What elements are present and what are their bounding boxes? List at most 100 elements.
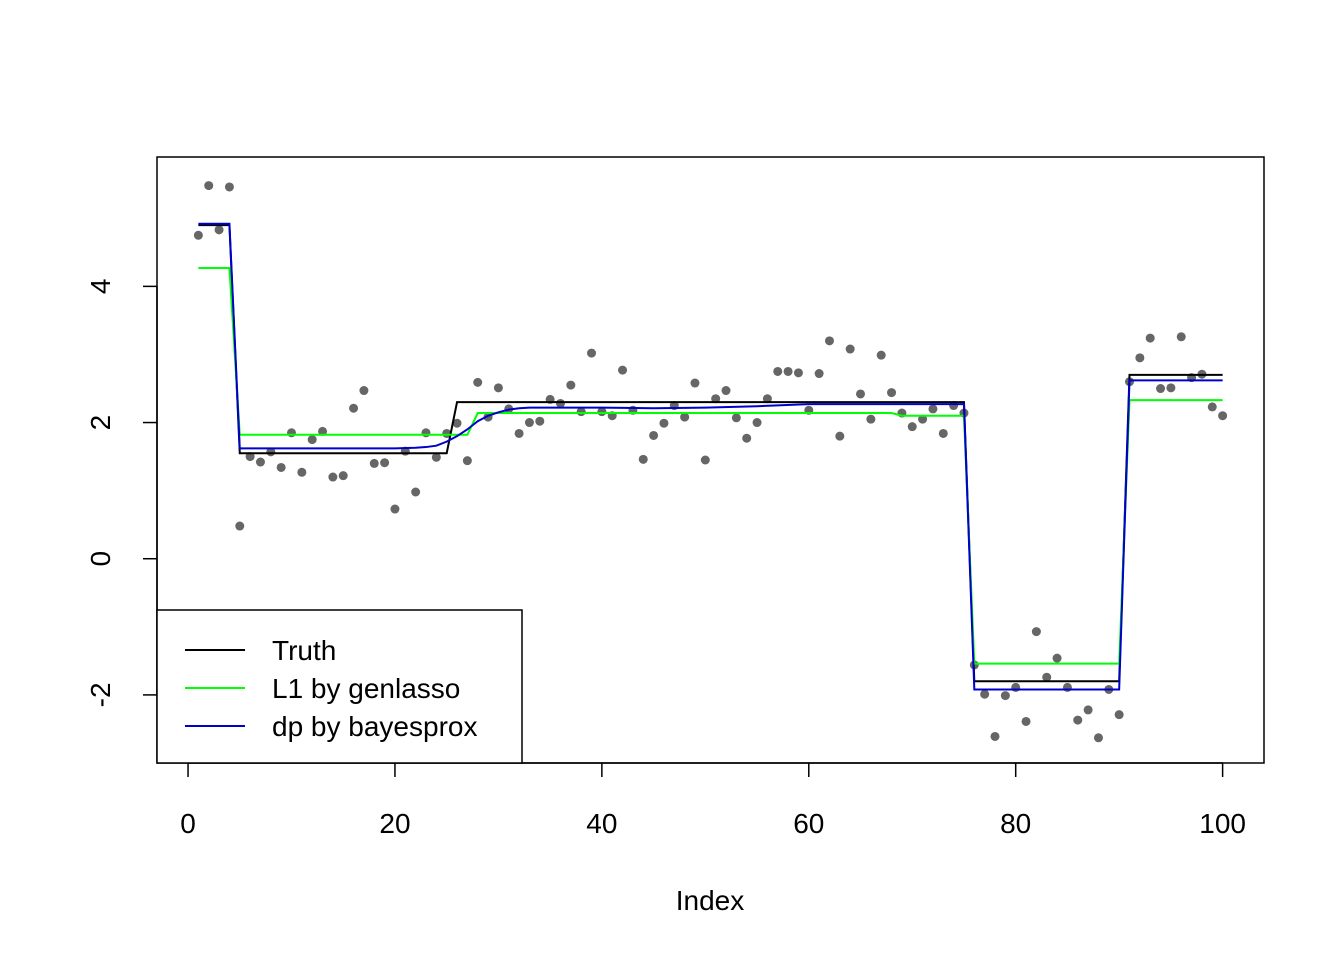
data-point: [773, 366, 783, 376]
data-point: [524, 418, 534, 428]
legend-box: [156, 609, 523, 764]
x-tick-label: 40: [586, 808, 617, 839]
data-point: [1042, 672, 1052, 682]
data-point: [856, 389, 866, 399]
data-point: [235, 521, 245, 531]
y-tick-label: -2: [85, 682, 116, 707]
data-point: [1073, 715, 1083, 725]
data-point: [380, 458, 390, 468]
data-point: [866, 414, 876, 424]
data-point: [887, 388, 897, 398]
data-point: [680, 412, 690, 422]
data-point: [390, 504, 400, 514]
data-point: [328, 472, 338, 482]
data-point: [307, 435, 317, 445]
data-point: [587, 348, 597, 358]
series-line-2: [198, 266, 1223, 665]
data-point: [918, 414, 928, 424]
data-point: [297, 467, 307, 477]
data-point: [938, 428, 948, 438]
data-point: [1114, 710, 1124, 720]
y-tick-label: 4: [85, 279, 116, 295]
data-point: [814, 369, 824, 379]
data-point: [649, 430, 659, 440]
data-point: [255, 457, 265, 467]
data-point: [731, 413, 741, 423]
data-point: [462, 456, 472, 466]
data-point: [1166, 383, 1176, 393]
data-point: [431, 452, 441, 462]
legend-label: dp by bayesprox: [272, 711, 477, 742]
data-point: [214, 225, 224, 235]
data-point: [493, 383, 503, 393]
data-point: [1031, 627, 1041, 637]
data-point: [690, 378, 700, 388]
data-point: [876, 350, 886, 360]
data-point: [783, 366, 793, 376]
y-tick-label: 2: [85, 415, 116, 431]
data-point: [1011, 682, 1021, 692]
data-point: [618, 365, 628, 375]
series-lines: [198, 222, 1223, 691]
data-point: [411, 487, 421, 497]
data-point: [1021, 716, 1031, 726]
data-point: [659, 418, 669, 428]
legend-label: L1 by genlasso: [272, 673, 460, 704]
legend-label: Truth: [272, 635, 336, 666]
data-points: [193, 181, 1228, 743]
data-point: [535, 416, 545, 426]
data-point: [824, 336, 834, 346]
y-axis: -2 0 2 4: [85, 279, 158, 707]
data-point: [1135, 353, 1145, 363]
data-point: [318, 426, 328, 436]
data-point: [638, 454, 648, 464]
data-point: [514, 428, 524, 438]
data-point: [421, 428, 431, 438]
data-point: [711, 394, 721, 404]
data-point: [349, 403, 359, 413]
data-point: [1218, 411, 1228, 421]
data-point: [721, 386, 731, 396]
data-point: [928, 404, 938, 414]
x-tick-label: 80: [1000, 808, 1031, 839]
data-point: [742, 433, 752, 443]
data-point: [762, 394, 772, 404]
data-point: [224, 182, 234, 192]
data-point: [245, 452, 255, 462]
data-point: [473, 377, 483, 387]
data-point: [204, 181, 214, 191]
data-point: [338, 471, 348, 481]
data-point: [793, 368, 803, 378]
data-point: [907, 422, 917, 432]
data-point: [1062, 682, 1072, 692]
data-point: [1052, 653, 1062, 663]
x-tick-label: 60: [793, 808, 824, 839]
data-point: [1156, 384, 1166, 394]
x-tick-label: 20: [379, 808, 410, 839]
data-point: [452, 418, 462, 428]
data-point: [700, 455, 710, 465]
x-tick-label: 0: [180, 808, 196, 839]
x-axis: 0 20 40 60 80 100: [180, 762, 1246, 839]
data-point: [990, 731, 1000, 741]
series-line-3: [198, 222, 1223, 691]
data-point: [286, 428, 296, 438]
data-point: [1083, 705, 1093, 715]
data-point: [1145, 333, 1155, 343]
data-point: [276, 462, 286, 472]
data-point: [566, 380, 576, 390]
x-axis-label: Index: [676, 885, 745, 916]
y-tick-label: 0: [85, 551, 116, 567]
data-point: [369, 458, 379, 468]
x-tick-label: 100: [1199, 808, 1246, 839]
data-point: [980, 689, 990, 699]
data-point: [193, 230, 203, 240]
data-point: [835, 431, 845, 441]
legend: Truth L1 by genlasso dp by bayesprox: [156, 609, 523, 764]
data-point: [845, 344, 855, 354]
data-point: [1207, 402, 1217, 412]
data-point: [752, 418, 762, 428]
data-point: [1000, 691, 1010, 701]
data-point: [359, 386, 369, 396]
